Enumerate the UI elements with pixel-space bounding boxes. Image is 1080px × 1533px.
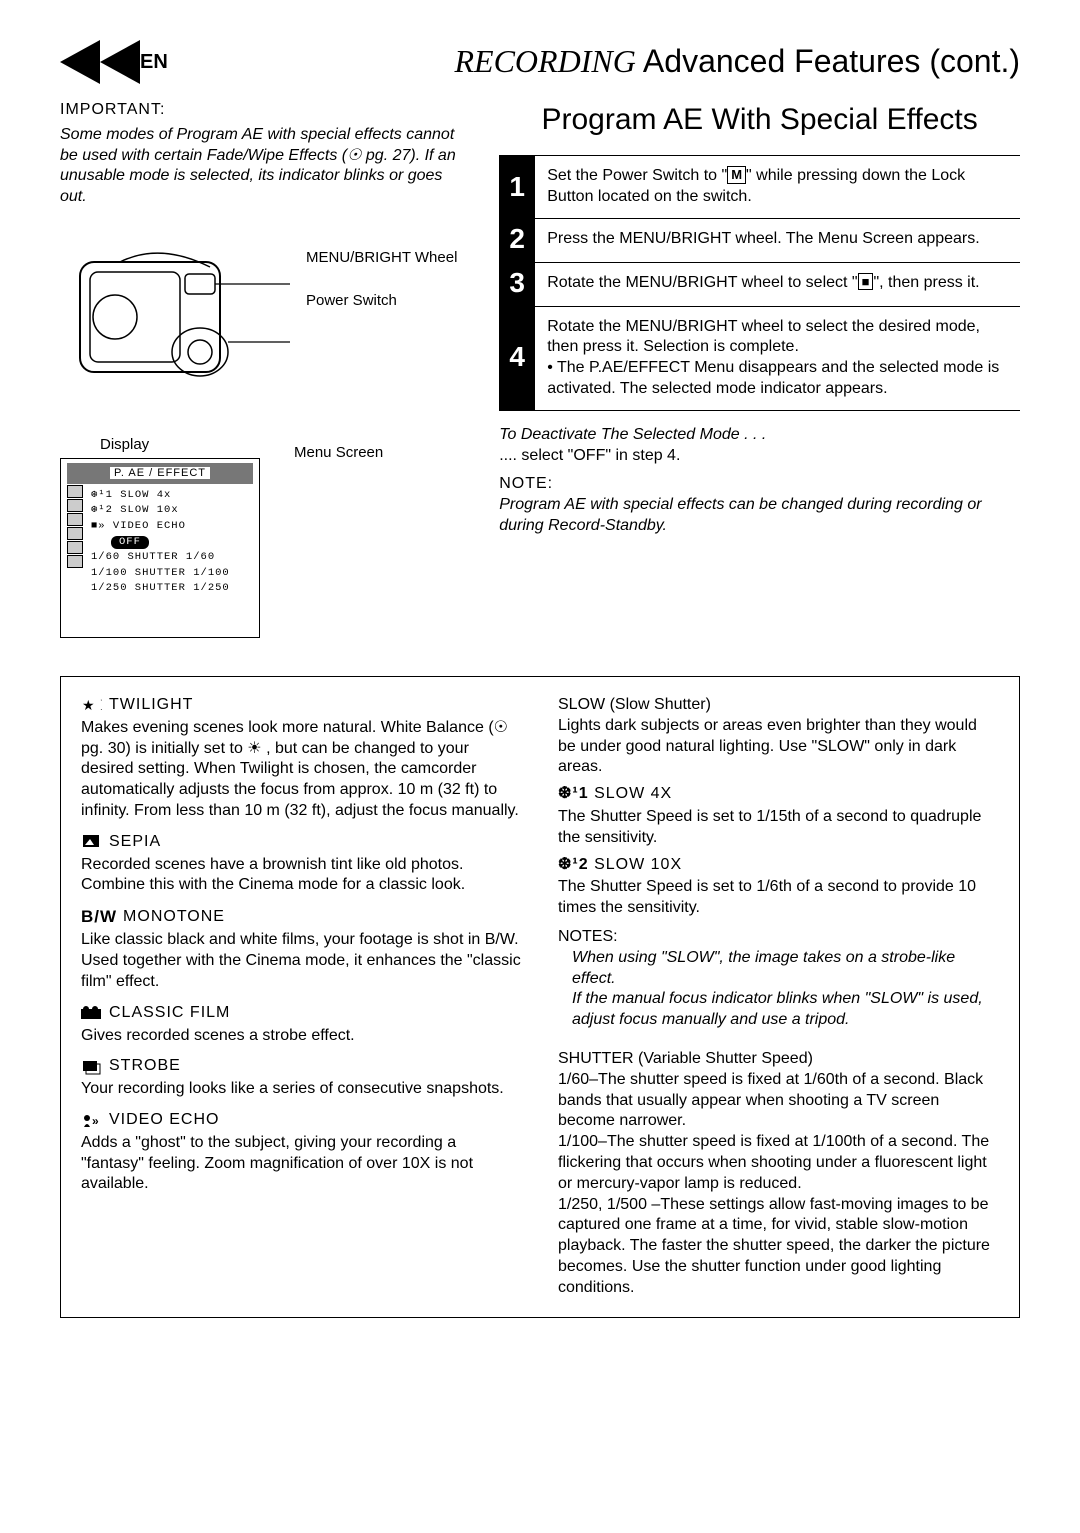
page-title: RECORDING Advanced Features (cont.) bbox=[454, 41, 1020, 83]
notes-label: NOTES: bbox=[558, 927, 999, 948]
note-label: NOTE: bbox=[499, 474, 1020, 495]
svg-text:»: » bbox=[92, 1114, 100, 1128]
effect-text: Gives recorded scenes a strobe effect. bbox=[81, 1026, 522, 1047]
power-switch-label: Power Switch bbox=[306, 291, 457, 311]
effect-text: The Shutter Speed is set to 1/6th of a s… bbox=[558, 877, 999, 919]
shutter-l2: 1/100–The shutter speed is fixed at 1/10… bbox=[558, 1132, 999, 1194]
effect-text: Makes evening scenes look more natural. … bbox=[81, 718, 522, 822]
page-number: EN bbox=[140, 49, 168, 75]
display-label: Display bbox=[100, 435, 270, 455]
slow-text: Lights dark subjects or areas even brigh… bbox=[558, 716, 999, 778]
effect-text: Like classic black and white films, your… bbox=[81, 930, 522, 992]
echo-icon: » bbox=[81, 1111, 103, 1129]
effect-label: CLASSIC FILM bbox=[109, 1003, 230, 1024]
effect-label: SLOW 4X bbox=[594, 785, 672, 802]
note-2: If the manual focus indicator blinks whe… bbox=[572, 989, 999, 1031]
note-text: Program AE with special effects can be c… bbox=[499, 495, 1020, 537]
step-number: 3 bbox=[499, 261, 535, 306]
bw-icon: B/W bbox=[81, 906, 117, 928]
effect-label: SEPIA bbox=[109, 832, 161, 853]
effect-label: MONOTONE bbox=[123, 907, 225, 928]
effect-label: TWILIGHT bbox=[109, 695, 193, 716]
shutter-l1: 1/60–The shutter speed is fixed at 1/60t… bbox=[558, 1070, 999, 1132]
important-label: IMPORTANT: bbox=[60, 100, 469, 121]
steps-list: 1 Set the Power Switch to "M" while pres… bbox=[499, 155, 1020, 411]
film-icon bbox=[81, 1004, 103, 1022]
slow4x-icon: ❆¹1 bbox=[558, 785, 589, 802]
deactivate-title: To Deactivate The Selected Mode . . . bbox=[499, 425, 1020, 446]
effect-text: The Shutter Speed is set to 1/15th of a … bbox=[558, 807, 999, 849]
m-icon: M bbox=[727, 166, 746, 184]
effects-box: ★☽ TWILIGHT Makes evening scenes look mo… bbox=[60, 676, 1020, 1318]
effect-label: STROBE bbox=[109, 1056, 181, 1077]
sepia-icon bbox=[81, 833, 103, 851]
step-number: 4 bbox=[499, 305, 535, 410]
display-box: Display P. AE / EFFECT ❆¹1 SLOW 4x ❆¹2 S… bbox=[60, 435, 270, 638]
shutter-l3: 1/250, 1/500 –These settings allow fast-… bbox=[558, 1195, 999, 1299]
menu-screen-label: Menu Screen bbox=[294, 435, 383, 463]
slow-heading: SLOW (Slow Shutter) bbox=[558, 695, 999, 716]
svg-text:★☽: ★☽ bbox=[82, 697, 102, 713]
page-header: EN RECORDING Advanced Features (cont.) bbox=[60, 40, 1020, 84]
slow10x-icon: ❆¹2 bbox=[558, 856, 589, 873]
effect-text: Recorded scenes have a brownish tint lik… bbox=[81, 855, 522, 897]
effect-label: SLOW 10X bbox=[594, 856, 682, 873]
menu-title: P. AE / EFFECT bbox=[110, 467, 210, 479]
step-number: 1 bbox=[499, 156, 535, 218]
important-text: Some modes of Program AE with special ef… bbox=[60, 125, 469, 208]
section-title: Program AE With Special Effects bbox=[499, 100, 1020, 139]
twilight-icon: ★☽ bbox=[81, 696, 103, 714]
effect-text: Adds a "ghost" to the subject, giving yo… bbox=[81, 1133, 522, 1195]
step-number: 2 bbox=[499, 217, 535, 262]
deactivate-text: .... select "OFF" in step 4. bbox=[499, 446, 1020, 467]
menu-items: ❆¹1 SLOW 4x ❆¹2 SLOW 10x ■» VIDEO ECHO O… bbox=[89, 488, 259, 597]
note-1: When using "SLOW", the image takes on a … bbox=[572, 948, 999, 990]
menu-bright-label: MENU/BRIGHT Wheel bbox=[306, 248, 457, 268]
effect-text: Your recording looks like a series of co… bbox=[81, 1079, 522, 1100]
camera-diagram: MENU/BRIGHT Wheel Power Switch bbox=[60, 232, 469, 419]
effect-icon: ■ bbox=[858, 273, 874, 291]
strobe-icon bbox=[81, 1058, 103, 1076]
effect-label: VIDEO ECHO bbox=[109, 1110, 219, 1131]
shutter-heading: SHUTTER (Variable Shutter Speed) bbox=[558, 1049, 999, 1070]
